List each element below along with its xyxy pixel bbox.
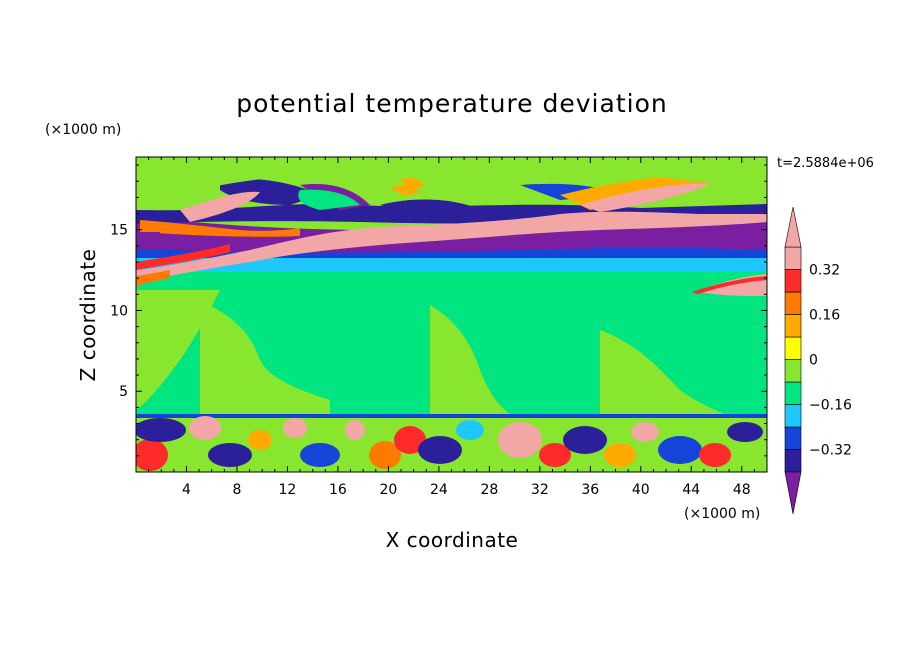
x-tick-label: 28 — [480, 482, 498, 498]
colorbar-swatch — [784, 291, 802, 315]
plot-area — [136, 157, 767, 472]
colorbar: 0.32 0.16 0 −0.16 −0.32 — [784, 206, 852, 515]
colorbar-swatch — [784, 404, 802, 428]
x-tick-label: 40 — [632, 482, 650, 498]
x-tick-label: 24 — [430, 482, 448, 498]
colorbar-swatch — [784, 381, 802, 405]
x-tick-label: 32 — [531, 482, 549, 498]
x-axis-label: X coordinate — [386, 528, 519, 552]
colorbar-swatch — [784, 336, 802, 360]
x-unit-label: (×1000 m) — [684, 506, 760, 522]
y-tick-label: 5 — [119, 384, 128, 400]
y-tick-label: 10 — [110, 303, 128, 319]
colorbar-swatch — [784, 269, 802, 293]
x-tick-label: 8 — [232, 482, 241, 498]
colorbar-label: −0.32 — [809, 443, 852, 459]
colorbar-upper-arrow — [784, 206, 802, 248]
x-tick-label: 4 — [182, 482, 191, 498]
colorbar-label: −0.16 — [809, 398, 852, 414]
x-tick-label: 16 — [329, 482, 347, 498]
y-unit-label: (×1000 m) — [45, 122, 121, 138]
colorbar-swatch — [784, 314, 802, 338]
colorbar-swatch — [784, 359, 802, 383]
chart-title: potential temperature deviation — [236, 89, 667, 118]
colorbar-lower-arrow — [784, 471, 802, 515]
x-axis: 4 8 12 16 20 24 28 32 36 40 44 48 — [148, 157, 755, 498]
y-axis: 5 10 15 — [110, 164, 767, 457]
boundary-layer-cells — [136, 416, 763, 471]
colorbar-swatch — [784, 426, 802, 450]
x-tick-label: 44 — [682, 482, 700, 498]
colorbar-swatch — [784, 246, 802, 270]
colorbar-label: 0.16 — [809, 308, 840, 324]
time-stamp: t=2.5884e+06 — [777, 156, 874, 171]
x-tick-label: 48 — [733, 482, 751, 498]
x-tick-label: 20 — [379, 482, 397, 498]
colorbar-label: 0.32 — [809, 263, 840, 279]
x-tick-label: 36 — [581, 482, 599, 498]
y-axis-label: Z coordinate — [76, 249, 100, 382]
positive-band — [136, 211, 767, 282]
x-tick-label: 12 — [279, 482, 297, 498]
y-tick-label: 15 — [110, 223, 128, 239]
colorbar-swatch — [784, 449, 802, 473]
colorbar-label: 0 — [809, 353, 818, 369]
